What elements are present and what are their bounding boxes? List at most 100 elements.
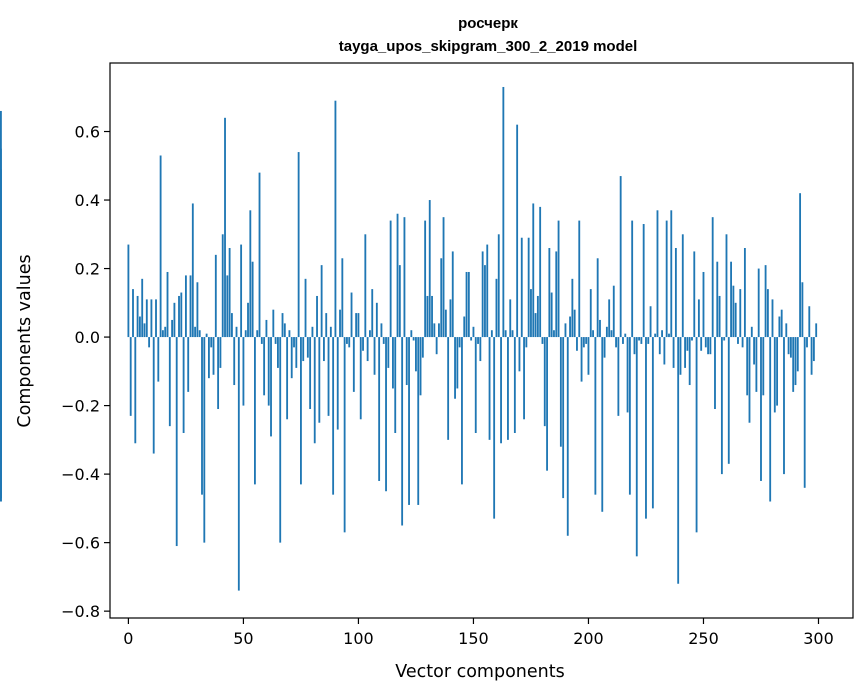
bar-218 <box>628 337 631 495</box>
bar-1 <box>129 337 132 416</box>
bar-185 <box>553 330 555 338</box>
bar-19 <box>171 319 174 338</box>
bar-126 <box>417 337 420 505</box>
bar-18 <box>168 337 171 427</box>
bar-85 <box>323 337 325 362</box>
bar-195 <box>576 337 578 351</box>
bar-undefined <box>0 148 2 338</box>
bar-276 <box>762 337 765 396</box>
bar-156 <box>486 244 489 338</box>
bar-15 <box>161 330 164 338</box>
bar-8 <box>145 299 148 338</box>
bar-169 <box>516 124 519 338</box>
y-tick-label-1: −0.6 <box>61 534 100 553</box>
bar-105 <box>369 330 371 338</box>
bar-152 <box>477 337 479 344</box>
bar-122 <box>408 337 410 505</box>
bar-255 <box>714 337 716 410</box>
bar-171 <box>520 237 523 338</box>
bar-24 <box>182 337 185 433</box>
bar-2 <box>132 289 134 338</box>
bar-98 <box>352 337 355 392</box>
bar-170 <box>518 337 521 372</box>
bar-25 <box>184 275 187 338</box>
bar-251 <box>704 337 707 348</box>
bar-231 <box>658 337 661 355</box>
bar-246 <box>693 251 696 338</box>
bar-51 <box>244 330 247 338</box>
bar-288 <box>789 337 792 358</box>
bar-113 <box>387 337 390 368</box>
bar-14 <box>159 155 162 338</box>
bar-159 <box>493 337 496 519</box>
y-tick-label-0: −0.8 <box>61 602 100 621</box>
bar-295 <box>806 337 808 348</box>
bar-119 <box>401 337 404 526</box>
bar-38 <box>214 254 217 338</box>
bar-197 <box>580 337 583 382</box>
bar-239 <box>677 337 680 584</box>
bar-249 <box>700 337 703 351</box>
bar-141 <box>451 251 454 338</box>
bar-96 <box>348 337 351 348</box>
x-axis-label: Vector components <box>395 662 564 682</box>
bar-196 <box>578 220 581 338</box>
bar-184 <box>550 292 553 338</box>
bar-259 <box>723 337 726 341</box>
bar-248 <box>697 299 700 338</box>
bar-292 <box>799 193 802 338</box>
chart-title: росчерк <box>458 15 518 32</box>
bar-268 <box>743 248 746 338</box>
bar-7 <box>143 323 146 338</box>
bar-22 <box>178 295 180 338</box>
bar-110 <box>380 323 383 338</box>
bar-198 <box>582 337 585 348</box>
bar-94 <box>343 337 346 533</box>
bar-210 <box>610 330 613 338</box>
bar-75 <box>300 337 302 485</box>
bar-43 <box>226 275 229 338</box>
bar-225 <box>645 337 647 519</box>
bar-65 <box>277 337 279 368</box>
bar-32 <box>201 337 203 495</box>
bar-138 <box>444 309 447 338</box>
bar-193 <box>571 278 574 338</box>
bar-27 <box>189 275 192 338</box>
bar-238 <box>674 248 677 338</box>
bar-83 <box>318 337 321 423</box>
x-axis: 0 50 100 150 200 250 300 <box>123 618 834 648</box>
bar-201 <box>589 289 592 338</box>
bar-undefined <box>0 337 2 499</box>
bar-54 <box>251 261 254 338</box>
bar-31 <box>198 330 201 338</box>
bar-264 <box>734 302 737 338</box>
bar-183 <box>548 248 551 338</box>
bar-56 <box>256 330 259 338</box>
bar-240 <box>679 337 682 375</box>
bar-299 <box>815 323 818 338</box>
bar-194 <box>573 309 576 338</box>
bar-77 <box>304 278 307 338</box>
bar-208 <box>605 326 608 338</box>
bar-137 <box>442 217 445 338</box>
bar-252 <box>707 337 709 355</box>
bar-127 <box>419 337 422 396</box>
bar-190 <box>564 323 567 338</box>
bar-211 <box>612 285 615 338</box>
bar-102 <box>362 337 364 351</box>
bar-79 <box>309 337 312 410</box>
bar-279 <box>769 337 772 502</box>
bar-116 <box>394 337 397 433</box>
bar-118 <box>398 265 401 338</box>
bar-242 <box>684 337 686 368</box>
bar-55 <box>254 337 256 485</box>
bar-228 <box>651 337 654 509</box>
bar-101 <box>359 337 362 420</box>
bar-109 <box>378 337 381 481</box>
bar-151 <box>474 337 477 433</box>
bar-72 <box>293 337 295 348</box>
bar-57 <box>258 172 261 338</box>
bar-140 <box>449 299 452 338</box>
bar-64 <box>274 337 277 344</box>
bar-181 <box>543 337 546 427</box>
